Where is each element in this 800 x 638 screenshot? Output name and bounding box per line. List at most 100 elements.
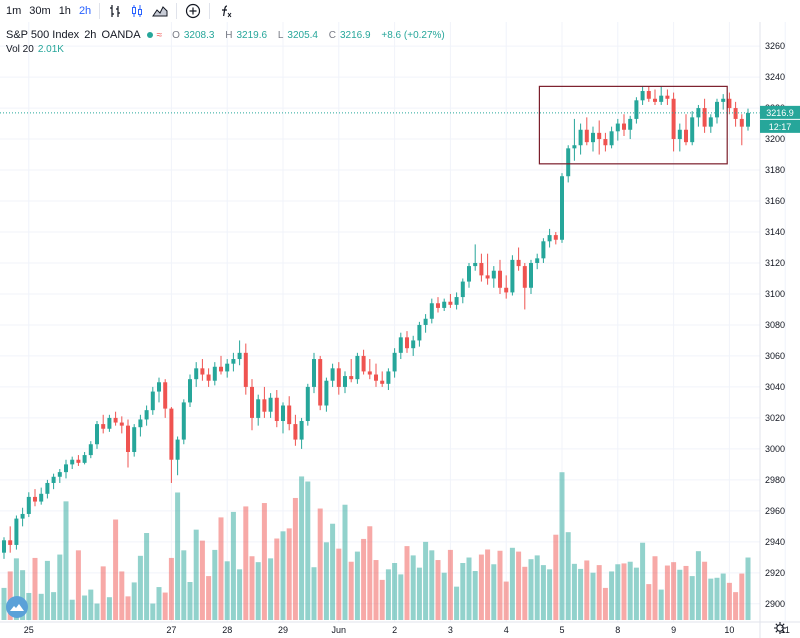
volume-bar	[206, 576, 212, 620]
candle-body	[144, 410, 149, 420]
candle-body	[721, 98, 726, 102]
bars-style-icon[interactable]	[104, 1, 126, 21]
candle-body	[442, 301, 447, 308]
volume-bar	[745, 557, 751, 620]
candle-body	[64, 464, 68, 473]
volume-bar	[689, 576, 695, 620]
volume-bar	[7, 571, 13, 620]
volume-bar	[243, 506, 249, 620]
interval-2h[interactable]: 2h	[78, 5, 92, 17]
candle-body	[423, 318, 428, 325]
candle-body	[436, 303, 440, 308]
candle-body	[535, 258, 540, 263]
candle-body	[417, 324, 422, 341]
candle-body	[473, 262, 478, 267]
candle-body	[739, 118, 744, 127]
highlight-rectangle[interactable]	[538, 85, 728, 165]
volume-bar	[596, 565, 602, 620]
candle-body	[746, 112, 750, 127]
volume-bar	[299, 476, 305, 620]
tradingview-logo-icon[interactable]	[6, 596, 28, 618]
volume-bar	[230, 511, 236, 620]
volume-bar	[330, 523, 336, 620]
candle-body	[293, 424, 298, 440]
candle-body	[659, 95, 664, 102]
volume-bar	[162, 592, 168, 620]
candle-body	[349, 376, 354, 380]
candle-body	[541, 241, 546, 259]
candles	[2, 86, 750, 559]
y-tick-label: 2960	[765, 506, 785, 516]
candle-body	[318, 359, 323, 406]
candle-body	[150, 391, 155, 411]
interval-1h[interactable]: 1h	[58, 5, 71, 17]
candle-body	[33, 496, 37, 502]
candle-body	[591, 132, 595, 143]
low-value: 3205.4	[287, 29, 318, 41]
volume-bar	[472, 571, 478, 620]
volume-bar	[441, 572, 447, 620]
grid-lines	[0, 22, 786, 622]
symbol-name[interactable]: S&P 500 Index	[6, 29, 80, 41]
candles-style-icon[interactable]	[126, 1, 148, 21]
candle-body	[584, 129, 589, 143]
current-price-tag: 3216.9 12:17	[760, 105, 800, 133]
volume-bar	[224, 561, 230, 620]
candle-body	[312, 359, 316, 387]
interval-30m[interactable]: 30m	[29, 5, 51, 17]
candle-body	[57, 472, 62, 477]
candle-body	[386, 371, 391, 384]
candle-body	[367, 371, 372, 375]
candle-body	[163, 382, 168, 409]
area-style-icon[interactable]	[148, 1, 172, 21]
volume-bar	[584, 560, 590, 620]
candle-body	[479, 262, 484, 276]
candle-body	[702, 108, 707, 127]
volume-bar	[69, 599, 75, 620]
y-tick-label: 3240	[765, 72, 785, 82]
volume-bar	[44, 560, 50, 620]
volume-bar	[385, 569, 391, 620]
volume-bar	[354, 551, 360, 620]
candle-body	[113, 417, 118, 423]
volume-bar	[726, 582, 732, 620]
volume-bar	[646, 584, 652, 620]
indicators-icon[interactable]	[214, 1, 238, 21]
candle-body	[82, 455, 87, 463]
interval-1m[interactable]: 1m	[6, 5, 22, 17]
volume-label[interactable]: Vol 20	[6, 44, 34, 55]
change-value: +8.6 (+0.27%)	[381, 29, 445, 41]
candle-body	[733, 108, 738, 119]
settings-gear-icon[interactable]	[774, 622, 786, 634]
add-compare-icon[interactable]	[181, 1, 205, 21]
volume-bar	[609, 571, 615, 620]
volume-bar	[633, 567, 639, 620]
candle-body	[175, 439, 180, 460]
candle-body	[225, 363, 230, 372]
candle-body	[572, 145, 577, 149]
volume-bar	[156, 587, 162, 620]
volume-bar	[497, 550, 503, 620]
volume-bar	[106, 597, 112, 620]
volume-bar	[175, 492, 181, 620]
candle-body	[615, 123, 620, 132]
volume-bar	[100, 566, 106, 620]
toolbar-separator	[176, 3, 178, 19]
x-tick-label: 4	[504, 625, 509, 635]
candle-body	[522, 266, 527, 288]
y-tick-label: 3080	[765, 320, 785, 330]
volume-bar	[708, 578, 714, 620]
volume-bar	[292, 497, 298, 620]
candle-body	[200, 368, 205, 375]
candle-body	[299, 421, 304, 440]
volume-bar	[540, 565, 546, 620]
symbol-exchange: OANDA	[101, 29, 141, 41]
volume-bar	[559, 472, 565, 620]
candle-body	[467, 266, 471, 282]
x-tick-label: 8	[615, 625, 620, 635]
candle-body	[560, 176, 564, 240]
volume-bar	[32, 557, 38, 620]
y-tick-label: 3140	[765, 227, 785, 237]
volume-bar	[664, 565, 670, 620]
